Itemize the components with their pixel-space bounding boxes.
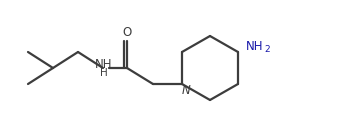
Text: 2: 2	[264, 45, 270, 54]
Text: NH: NH	[246, 40, 264, 53]
Text: H: H	[100, 68, 108, 78]
Text: NH: NH	[95, 58, 113, 70]
Text: O: O	[122, 26, 131, 40]
Text: N: N	[182, 84, 190, 97]
